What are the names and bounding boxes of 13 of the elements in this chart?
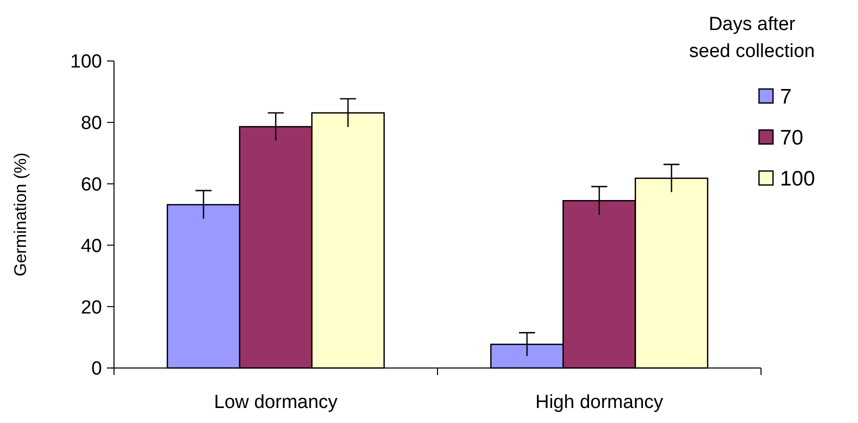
y-tick-label: 60 bbox=[80, 174, 102, 196]
legend-label: 70 bbox=[780, 126, 804, 150]
y-tick-label: 80 bbox=[80, 113, 102, 134]
x-tick-label: Low dormancy bbox=[214, 392, 338, 413]
y-axis-title: Germination (%) bbox=[11, 152, 30, 276]
y-tick-label: 100 bbox=[70, 52, 102, 73]
legend-title: Days after seed collection bbox=[689, 14, 815, 62]
legend-label: 7 bbox=[780, 85, 792, 108]
y-tick-label: 40 bbox=[80, 236, 102, 257]
y-tick-label: 20 bbox=[80, 297, 102, 318]
x-tick-label: High dormancy bbox=[535, 392, 664, 413]
legend-label: 100 bbox=[780, 167, 816, 190]
y-tick-label: 0 bbox=[91, 358, 102, 380]
